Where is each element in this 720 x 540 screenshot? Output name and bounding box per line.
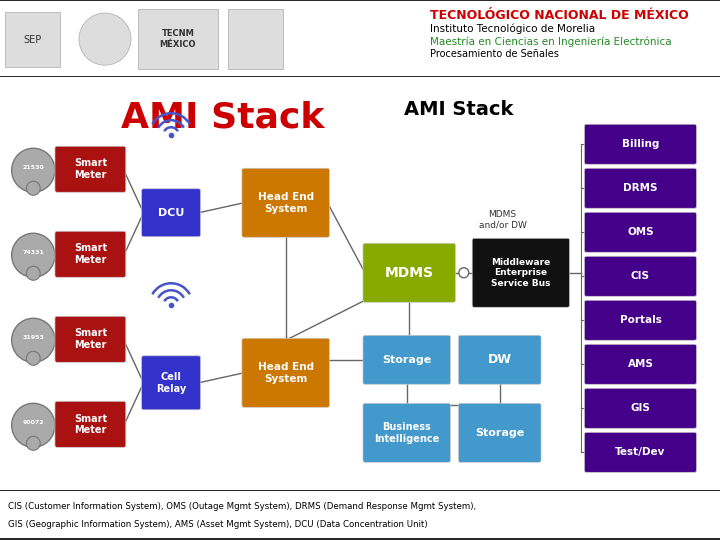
Text: MDMS: MDMS [384, 266, 433, 280]
FancyBboxPatch shape [585, 168, 696, 208]
Text: Head End
System: Head End System [258, 192, 314, 213]
Circle shape [12, 233, 55, 277]
Circle shape [12, 148, 55, 192]
Text: Smart
Meter: Smart Meter [74, 414, 107, 435]
Text: Instituto Tecnológico de Morelia: Instituto Tecnológico de Morelia [430, 23, 595, 33]
Circle shape [27, 266, 40, 280]
Bar [228, 9, 283, 69]
FancyBboxPatch shape [363, 243, 456, 302]
Text: Test/Dev: Test/Dev [616, 447, 665, 457]
Circle shape [27, 352, 40, 365]
Circle shape [12, 403, 55, 447]
Text: AMI Stack: AMI Stack [120, 100, 324, 134]
Text: GIS (Geographic Information System), AMS (Asset Mgmt System), DCU (Data Concentr: GIS (Geographic Information System), AMS… [8, 520, 428, 529]
FancyBboxPatch shape [472, 238, 570, 307]
Text: DRMS: DRMS [624, 183, 657, 193]
Text: OMS: OMS [627, 227, 654, 237]
Text: TECNOLÓGICO NACIONAL DE MÉXICO: TECNOLÓGICO NACIONAL DE MÉXICO [430, 9, 689, 22]
Text: Middleware
Enterprise
Service Bus: Middleware Enterprise Service Bus [491, 258, 551, 288]
FancyBboxPatch shape [585, 256, 696, 296]
FancyBboxPatch shape [585, 124, 696, 164]
Text: CIS (Customer Information System), OMS (Outage Mgmt System), DRMS (Demand Respon: CIS (Customer Information System), OMS (… [8, 502, 476, 511]
Circle shape [27, 181, 40, 195]
Text: Smart
Meter: Smart Meter [74, 244, 107, 265]
FancyBboxPatch shape [363, 403, 451, 462]
FancyBboxPatch shape [55, 231, 126, 277]
Text: 90072: 90072 [22, 420, 44, 425]
FancyBboxPatch shape [585, 388, 696, 428]
FancyBboxPatch shape [242, 338, 330, 407]
Text: Head End
System: Head End System [258, 362, 314, 383]
FancyBboxPatch shape [363, 335, 451, 384]
FancyBboxPatch shape [142, 356, 201, 410]
Bar [138, 9, 218, 69]
Text: Smart
Meter: Smart Meter [74, 328, 107, 350]
Text: GIS: GIS [631, 403, 650, 413]
FancyBboxPatch shape [55, 146, 126, 192]
FancyBboxPatch shape [585, 433, 696, 472]
Text: CIS: CIS [631, 271, 650, 281]
Text: Procesamiento de Señales: Procesamiento de Señales [430, 49, 559, 59]
Bar [5, 12, 60, 67]
Text: 31953: 31953 [22, 335, 44, 340]
FancyBboxPatch shape [585, 345, 696, 384]
Text: AMS: AMS [628, 359, 653, 369]
Circle shape [459, 268, 469, 278]
Text: Billing: Billing [622, 139, 659, 149]
Text: 21530: 21530 [22, 165, 44, 170]
Text: Smart
Meter: Smart Meter [74, 158, 107, 180]
Text: DW: DW [487, 353, 512, 366]
Text: Cell
Relay: Cell Relay [156, 372, 186, 394]
FancyBboxPatch shape [459, 335, 541, 384]
Circle shape [79, 13, 131, 65]
FancyBboxPatch shape [459, 403, 541, 462]
Text: Portals: Portals [619, 315, 662, 325]
FancyBboxPatch shape [142, 189, 201, 237]
Text: TECNM
MÉXICO: TECNM MÉXICO [160, 29, 197, 49]
Text: 74331: 74331 [22, 250, 44, 255]
FancyBboxPatch shape [55, 401, 126, 447]
Text: MDMS
and/or DW: MDMS and/or DW [479, 210, 526, 230]
FancyBboxPatch shape [55, 316, 126, 362]
Text: Storage: Storage [382, 355, 431, 365]
FancyBboxPatch shape [585, 300, 696, 340]
Text: SEP: SEP [23, 35, 41, 45]
FancyBboxPatch shape [585, 212, 696, 252]
Text: Business
Intelligence: Business Intelligence [374, 422, 439, 443]
Text: Storage: Storage [475, 428, 524, 438]
Circle shape [12, 318, 55, 362]
Circle shape [27, 436, 40, 450]
Text: Maestría en Ciencias en Ingeniería Electrónica: Maestría en Ciencias en Ingeniería Elect… [430, 36, 672, 46]
FancyBboxPatch shape [242, 168, 330, 237]
Text: AMI Stack: AMI Stack [404, 100, 513, 119]
Text: DCU: DCU [158, 208, 184, 218]
